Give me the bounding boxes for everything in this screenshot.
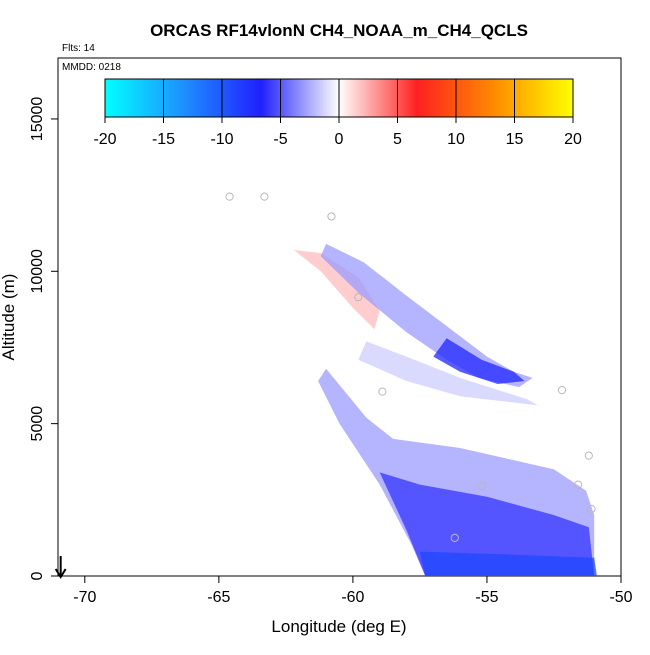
data-point: [557, 386, 567, 395]
heatmap-field: [293, 243, 597, 576]
x-tick-label: -70: [73, 589, 96, 606]
colorbar-tick-label: 15: [506, 131, 524, 148]
data-point: [378, 387, 387, 396]
down-arrow-icon: [54, 556, 67, 579]
colorbar-tick-label: -20: [93, 131, 116, 148]
mmdd-annotation: MMDD: 0218: [62, 62, 121, 73]
y-tick-label: 0: [29, 571, 46, 580]
colorbar-tick-label: 0: [335, 131, 344, 148]
data-point: [574, 480, 583, 489]
colorbar-tick-label: -5: [273, 131, 287, 148]
data-point: [327, 212, 336, 221]
flights-annotation: Flts: 14: [62, 43, 95, 54]
colorbar-tick-label: 5: [393, 131, 402, 148]
heatmap-region: [293, 250, 380, 330]
y-axis-label: Altitude (m): [0, 274, 18, 361]
flight-points: [225, 192, 596, 543]
data-point: [260, 192, 269, 201]
x-axis-label: Longitude (deg E): [271, 617, 406, 636]
chart-title: ORCAS RF14vlonN CH4_NOAA_m_CH4_QCLS: [150, 21, 528, 40]
data-point: [477, 482, 486, 491]
data-point: [354, 293, 363, 302]
y-tick-label: 10000: [29, 249, 46, 294]
data-point: [450, 533, 459, 543]
data-point: [587, 504, 596, 514]
data-point: [584, 451, 593, 460]
colorbar-tick-label: 20: [564, 131, 582, 148]
plot-frame: [57, 57, 622, 577]
heatmap-region: [320, 243, 533, 388]
colorbar-tick-label: -15: [152, 131, 175, 148]
heatmap-region: [419, 551, 597, 576]
y-axis-ticks: 0 5000 10000 15000: [29, 97, 58, 580]
heatmap-region: [358, 341, 538, 406]
y-tick-label: 5000: [29, 406, 46, 442]
colorbar-ticks: -20 -15 -10 -5 0 5 10 15 20: [93, 79, 582, 148]
x-tick-label: -50: [609, 589, 632, 606]
heatmap-region: [433, 338, 525, 384]
x-axis-ticks: -70 -65 -60 -55 -50: [73, 576, 633, 606]
arrow-head: [54, 568, 67, 579]
heatmap-region: [379, 472, 595, 576]
x-tick-label: -55: [475, 589, 498, 606]
colorbar-tick-label: -10: [210, 131, 233, 148]
y-tick-label: 15000: [29, 97, 46, 142]
colorbar-tick-label: 10: [447, 131, 465, 148]
x-tick-label: -65: [207, 589, 230, 606]
x-tick-label: -60: [341, 589, 364, 606]
data-point: [225, 192, 234, 201]
